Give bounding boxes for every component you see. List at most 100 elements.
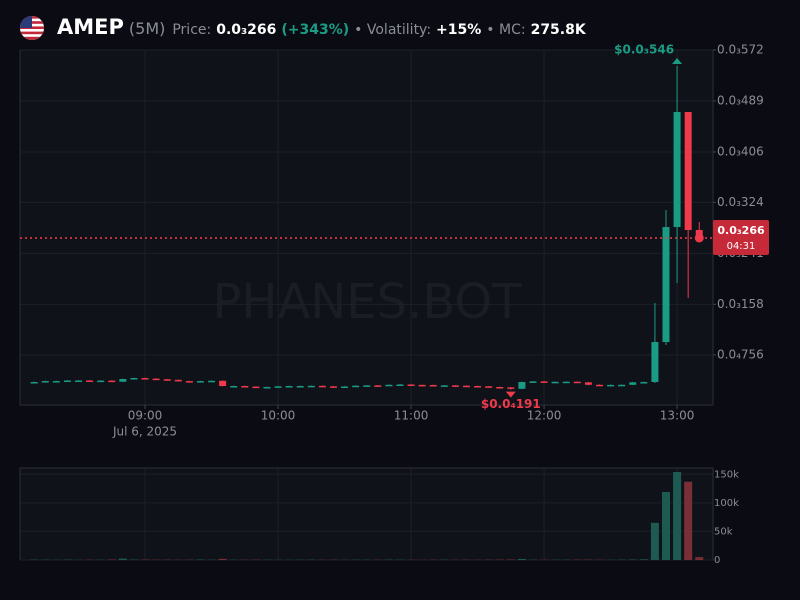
countdown: 04:31 bbox=[727, 241, 756, 252]
candle-body bbox=[274, 386, 282, 388]
candle-body bbox=[141, 378, 149, 380]
candle-body bbox=[241, 386, 249, 388]
candle-body bbox=[418, 384, 426, 387]
candle-body bbox=[296, 386, 304, 388]
candle-body bbox=[41, 381, 49, 383]
x-tick-label: 11:00 bbox=[394, 409, 429, 423]
candle-body bbox=[208, 380, 216, 383]
candle-body bbox=[230, 386, 238, 388]
extreme-label: $0.0₃546 bbox=[614, 42, 674, 56]
candle-body bbox=[86, 380, 94, 382]
x-tick-label: 12:00 bbox=[527, 409, 562, 423]
volume-bar bbox=[695, 557, 704, 560]
candle-body bbox=[595, 384, 603, 387]
change: (+343%) bbox=[281, 22, 350, 38]
extreme-label: $0.0₄191 bbox=[481, 397, 541, 411]
header: AMEP (5M) Price: 0.0₃266 (+343%) • Volat… bbox=[57, 15, 586, 43]
candle-body bbox=[374, 385, 382, 387]
candle-body bbox=[618, 384, 626, 387]
extreme-marker bbox=[672, 57, 683, 64]
candle-body bbox=[163, 379, 171, 381]
candle-body bbox=[640, 382, 648, 384]
volatility: +15% bbox=[436, 22, 482, 38]
volatility-label: • Volatility: bbox=[354, 22, 432, 38]
candle-body bbox=[285, 386, 293, 388]
volume-bar bbox=[650, 522, 659, 560]
candle-body bbox=[185, 381, 193, 383]
y-tick-label: 0.0₃489 bbox=[717, 93, 764, 107]
candle-body bbox=[119, 379, 127, 382]
y-tick-label: 50k bbox=[714, 526, 733, 537]
volume-bar bbox=[662, 492, 671, 560]
flag-icon bbox=[20, 16, 44, 40]
y-tick-label: 0 bbox=[714, 555, 720, 566]
date-label: Jul 6, 2025 bbox=[112, 425, 177, 439]
candle-body bbox=[462, 385, 470, 388]
candle-body bbox=[97, 380, 105, 383]
y-tick-label: 0.0₃572 bbox=[717, 43, 764, 57]
candle-body bbox=[30, 382, 38, 384]
y-tick-label: 150k bbox=[714, 469, 739, 480]
price-label: Price: bbox=[172, 22, 212, 38]
candle-body bbox=[263, 387, 271, 389]
symbol: AMEP bbox=[57, 15, 124, 39]
candle-body bbox=[562, 381, 570, 384]
volume-bar bbox=[218, 558, 227, 560]
candle-body bbox=[684, 111, 692, 230]
volume-bar bbox=[506, 559, 515, 560]
candle-body bbox=[673, 111, 681, 228]
candle-body bbox=[529, 381, 537, 383]
volume-bar bbox=[684, 481, 693, 560]
candle-body bbox=[130, 378, 138, 380]
candle-body bbox=[662, 227, 670, 343]
volume-bar bbox=[639, 559, 648, 560]
volume-bar bbox=[628, 559, 637, 560]
candle-body bbox=[440, 385, 448, 387]
y-tick-label: 0.0₃158 bbox=[717, 297, 764, 311]
candle-body bbox=[629, 382, 637, 385]
y-tick-label: 0.0₃406 bbox=[717, 144, 764, 158]
price-panel bbox=[19, 49, 714, 406]
mc-label: • MC: bbox=[486, 22, 526, 38]
market-cap: 275.8K bbox=[530, 22, 586, 38]
candle-body bbox=[407, 384, 415, 386]
volume-bar bbox=[107, 559, 116, 560]
candle-body bbox=[219, 380, 227, 387]
candle-body bbox=[429, 385, 437, 387]
candle-body bbox=[496, 387, 504, 389]
candle-body bbox=[363, 385, 371, 387]
candle-body bbox=[252, 386, 260, 389]
candle-body bbox=[507, 387, 515, 389]
candle-body bbox=[352, 385, 360, 388]
last-price-dot bbox=[694, 233, 704, 243]
candle-body bbox=[174, 379, 182, 382]
x-tick-label: 13:00 bbox=[660, 409, 695, 423]
candle-body bbox=[318, 385, 326, 388]
candle-body bbox=[341, 386, 349, 389]
candle-body bbox=[651, 342, 659, 383]
y-tick-label: 100k bbox=[714, 498, 739, 509]
candle-body bbox=[474, 386, 482, 388]
candle-body bbox=[63, 380, 71, 382]
volume-bar bbox=[196, 559, 205, 560]
price: 0.0₃266 bbox=[216, 22, 277, 38]
volume-panel bbox=[19, 467, 714, 561]
last-price-label: 0.0₃266 bbox=[717, 224, 765, 237]
volume-bar bbox=[517, 558, 526, 560]
volume-bar bbox=[673, 472, 682, 560]
x-tick-label: 10:00 bbox=[261, 409, 296, 423]
candle-body bbox=[540, 381, 548, 383]
extreme-marker bbox=[505, 391, 516, 398]
volume-bar bbox=[118, 558, 127, 560]
y-tick-label: 0.0₃324 bbox=[717, 195, 764, 209]
candle-body bbox=[607, 384, 615, 387]
candle-body bbox=[152, 378, 160, 381]
candle-body bbox=[196, 381, 204, 383]
candle-body bbox=[485, 386, 493, 388]
watermark: PHANES.BOT bbox=[212, 274, 522, 330]
candle-body bbox=[307, 385, 315, 388]
candle-body bbox=[584, 382, 592, 385]
last-price-badge bbox=[713, 219, 769, 255]
